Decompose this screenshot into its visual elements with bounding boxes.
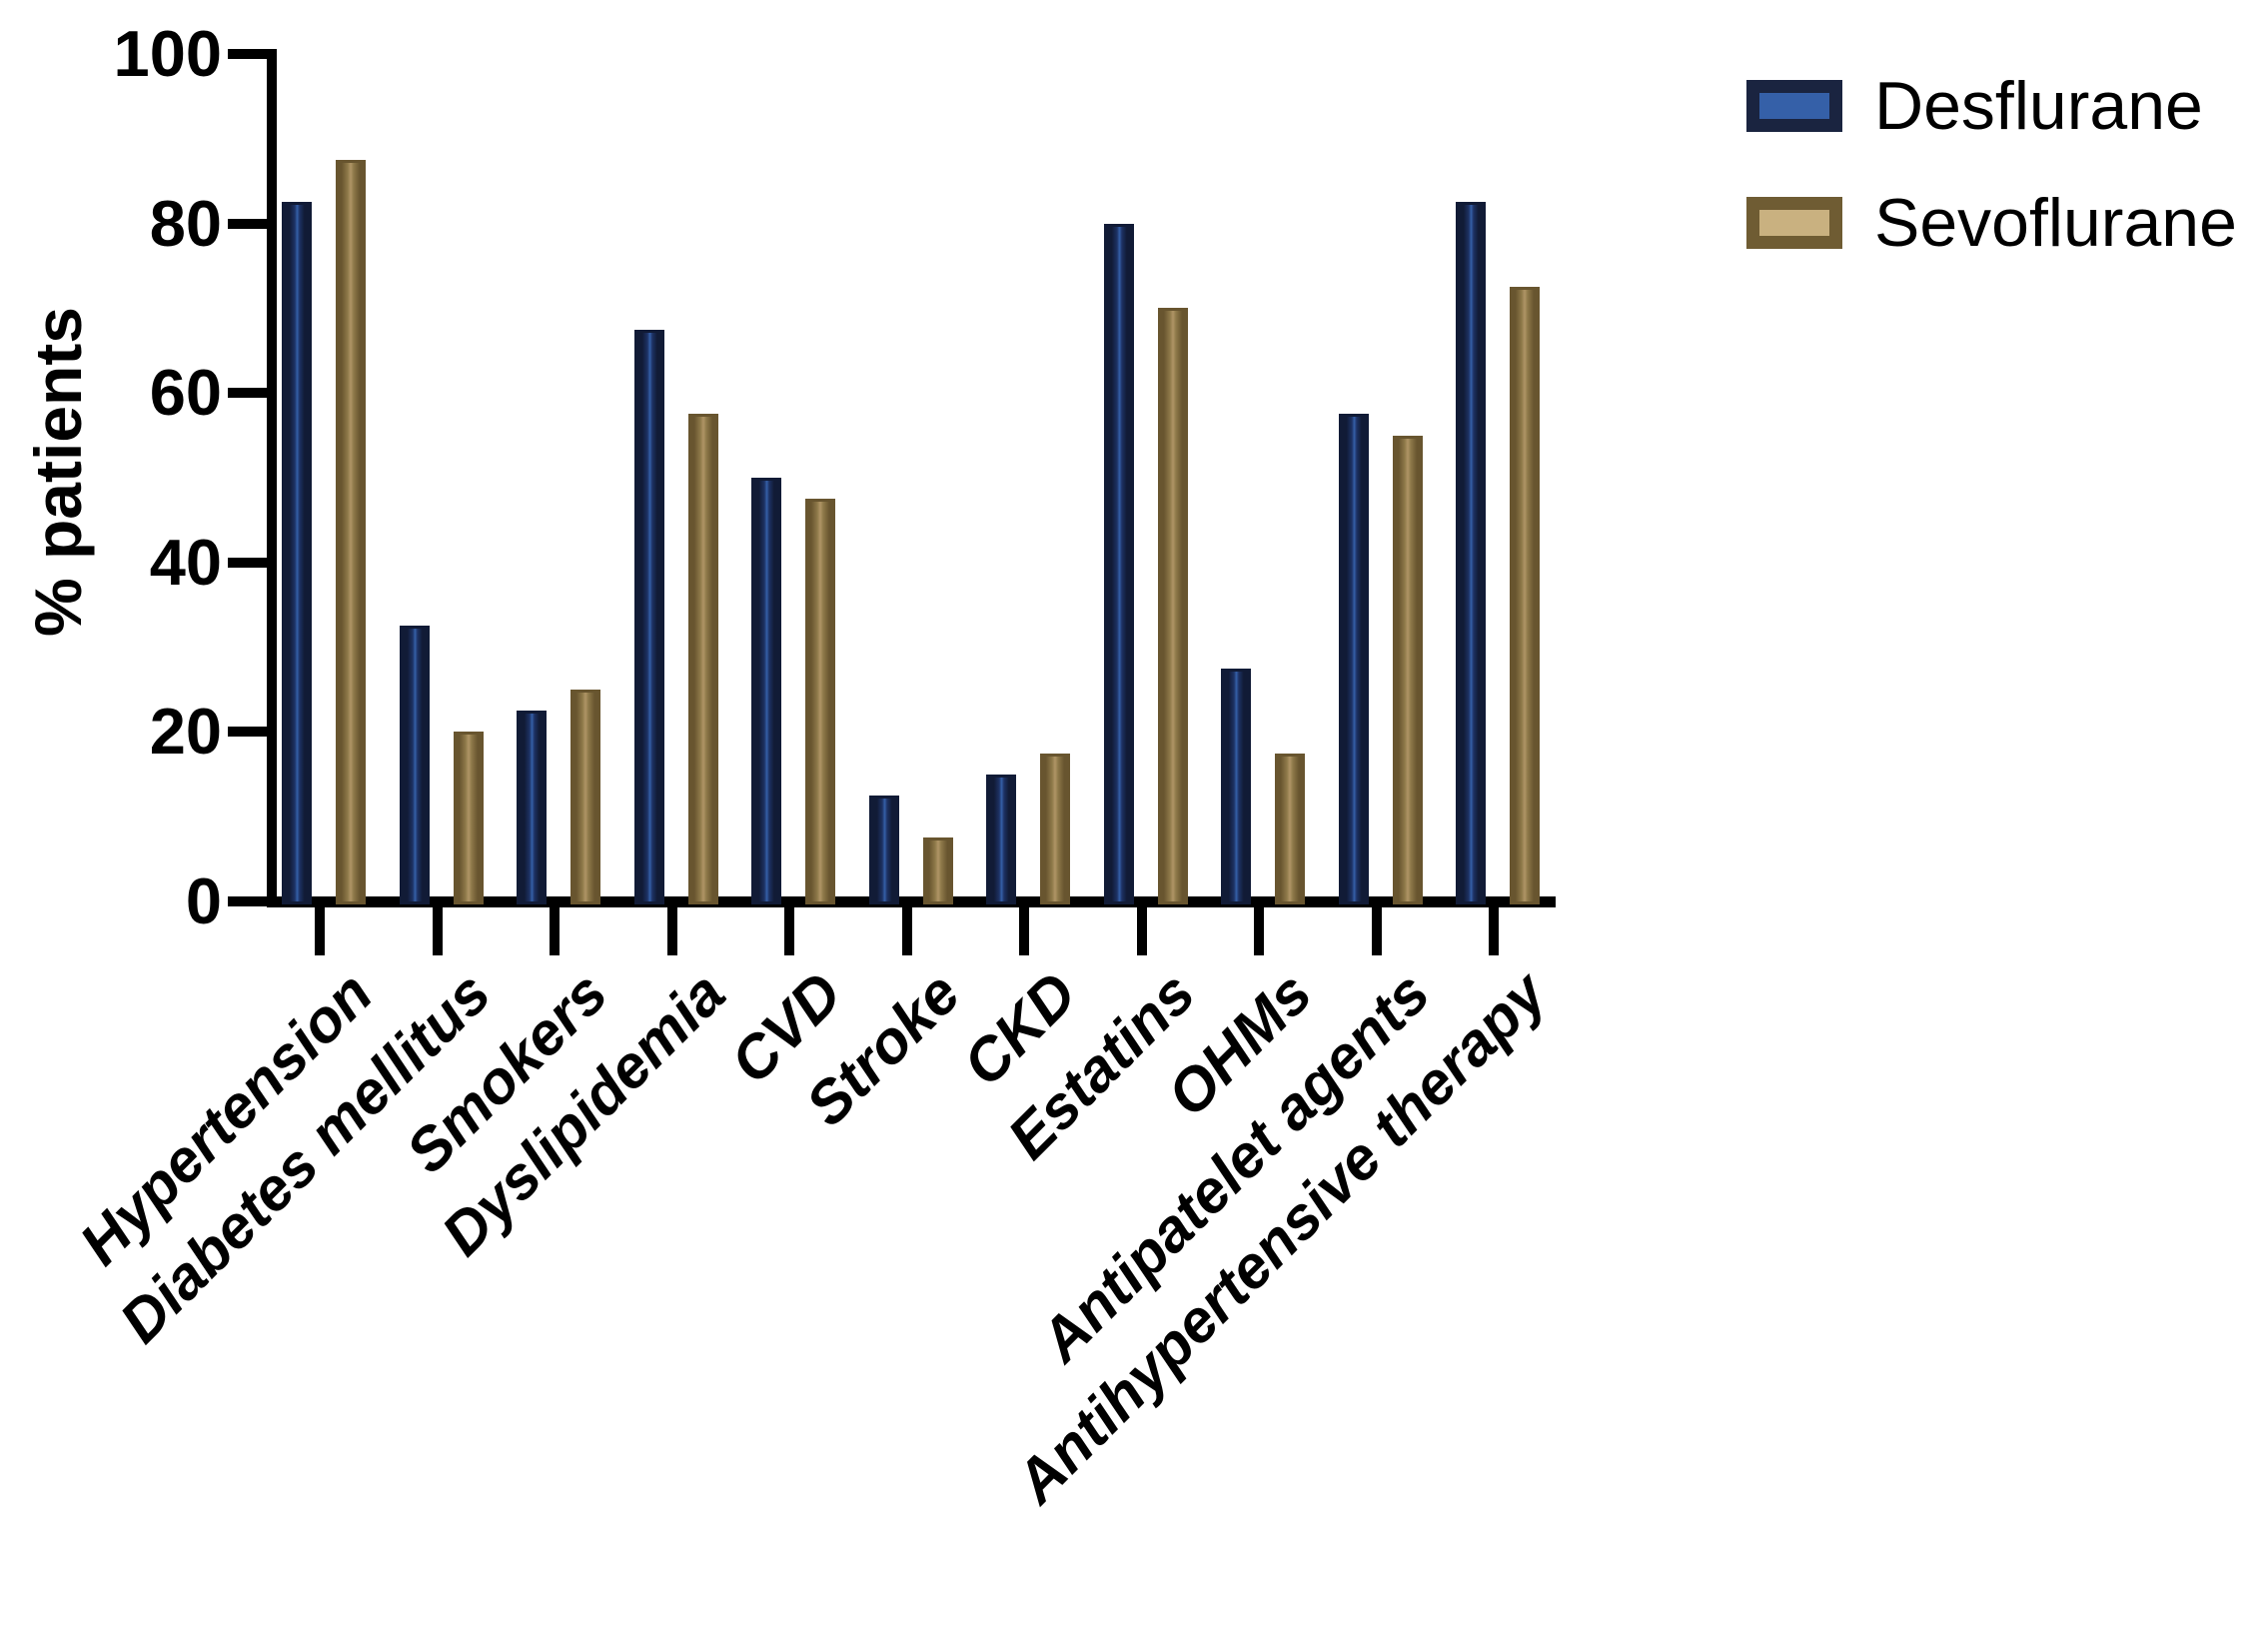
bar-sevoflurane-9	[1393, 436, 1423, 904]
x-tick-mark	[315, 907, 325, 955]
bar-desflurane-7	[1104, 224, 1134, 904]
x-tick-mark	[1372, 907, 1382, 955]
x-tick-mark	[433, 907, 443, 955]
bar-desflurane-0	[282, 202, 312, 904]
bar-sevoflurane-8	[1275, 754, 1305, 904]
bar-sevoflurane-0	[336, 160, 366, 904]
legend-label-sevoflurane: Sevoflurane	[1874, 185, 2237, 261]
bar-desflurane-5	[869, 796, 899, 904]
x-tick-mark	[784, 907, 794, 955]
bar-desflurane-8	[1221, 669, 1251, 904]
y-tick-label: 0	[185, 864, 222, 937]
y-tick-mark	[228, 558, 268, 568]
bar-desflurane-9	[1339, 414, 1369, 904]
bar-sevoflurane-1	[454, 732, 484, 904]
y-tick-mark	[228, 727, 268, 737]
y-axis-line	[267, 49, 277, 907]
y-tick-label: 100	[113, 17, 222, 90]
y-tick-mark	[228, 388, 268, 398]
x-tick-mark	[1489, 907, 1499, 955]
bar-sevoflurane-10	[1510, 287, 1540, 904]
x-tick-mark	[902, 907, 912, 955]
bar-desflurane-10	[1456, 202, 1486, 904]
legend-swatch-sevoflurane	[1746, 197, 1842, 249]
bar-desflurane-1	[400, 626, 430, 904]
bar-desflurane-4	[751, 478, 781, 904]
bar-desflurane-2	[517, 711, 547, 904]
x-tick-mark	[550, 907, 560, 955]
bar-sevoflurane-6	[1040, 754, 1070, 904]
y-tick-mark	[228, 896, 268, 906]
y-tick-label: 20	[149, 695, 222, 768]
x-tick-mark	[1254, 907, 1264, 955]
y-tick-label: 80	[149, 187, 222, 260]
bar-sevoflurane-5	[923, 837, 953, 904]
legend-label-desflurane: Desflurane	[1874, 68, 2203, 144]
bar-sevoflurane-2	[570, 690, 600, 904]
bar-sevoflurane-7	[1158, 308, 1188, 904]
x-tick-mark	[1137, 907, 1147, 955]
x-tick-mark	[667, 907, 677, 955]
x-tick-mark	[1019, 907, 1029, 955]
y-tick-label: 60	[149, 356, 222, 429]
legend-swatch-desflurane	[1746, 80, 1842, 132]
y-tick-label: 40	[149, 526, 222, 599]
y-tick-mark	[228, 219, 268, 229]
bar-sevoflurane-4	[805, 499, 835, 904]
y-tick-mark	[228, 49, 268, 59]
x-axis-line	[267, 896, 1556, 907]
bar-desflurane-6	[986, 775, 1016, 904]
bar-desflurane-3	[634, 330, 664, 904]
bar-chart-figure: % patients 0 20 40 60 80 100 Hypertension Diab…	[21, 17, 2237, 1516]
bar-sevoflurane-3	[688, 414, 718, 904]
